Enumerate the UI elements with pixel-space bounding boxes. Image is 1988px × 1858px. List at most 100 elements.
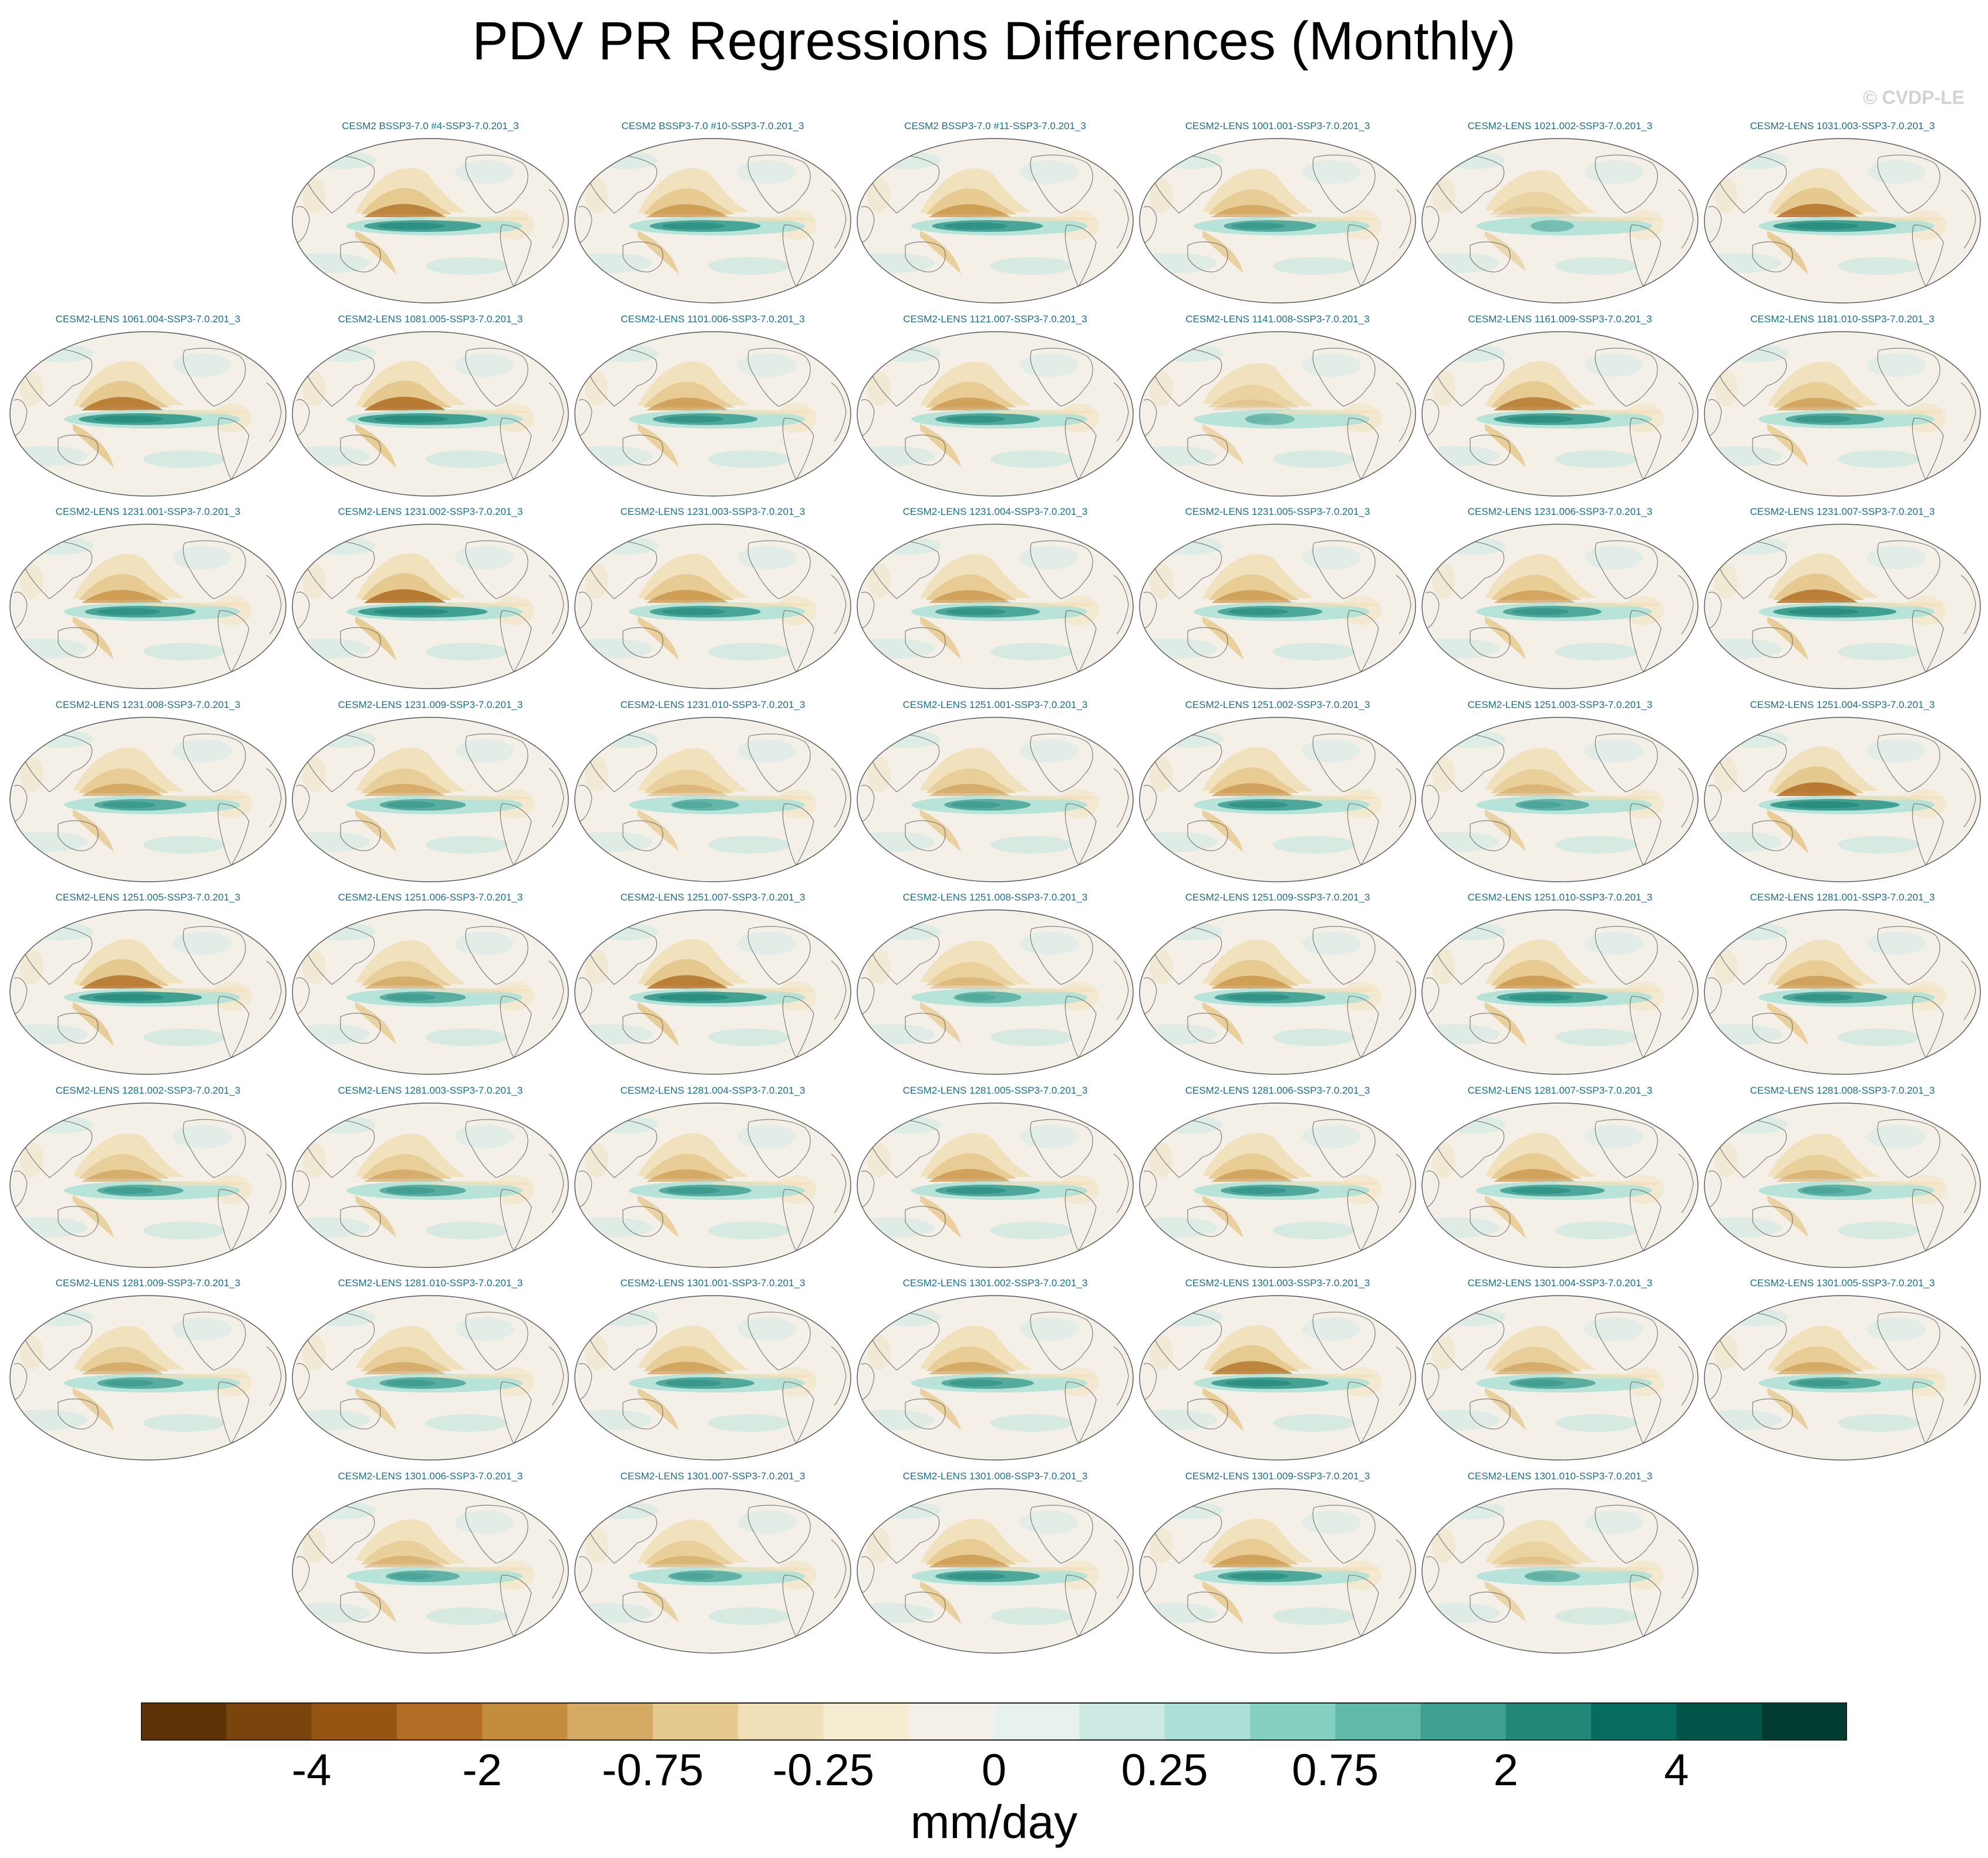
patch-negative — [302, 1527, 326, 1563]
asia-outline — [866, 926, 940, 985]
dry-region-core — [364, 1555, 446, 1567]
africa-outline — [1426, 592, 1440, 629]
australia-outline — [340, 1205, 381, 1237]
map-panel: CESM2-LENS 1281.009-SSP3-7.0.201_3 — [8, 1277, 288, 1462]
dry-region-south — [638, 809, 679, 851]
dry-region-core — [1776, 782, 1858, 796]
patch-negative — [1150, 1142, 1173, 1178]
africa-east-outline — [1678, 382, 1694, 441]
itcz-dry-line — [143, 1181, 249, 1186]
wet-band-core — [944, 798, 1031, 811]
asia-outline — [1148, 1119, 1222, 1178]
patch-negative — [302, 1142, 326, 1178]
patch-positive — [876, 151, 941, 169]
map — [292, 1488, 569, 1654]
australia-outline — [622, 241, 663, 272]
patch-positive — [1273, 1607, 1355, 1625]
colorbar-bin — [738, 1702, 824, 1741]
map-border — [292, 909, 569, 1075]
colorbar-bin — [1761, 1702, 1847, 1741]
patch-positive — [1838, 643, 1920, 660]
dry-region-south — [1202, 616, 1244, 660]
patch-positive — [1020, 1124, 1079, 1148]
map-panel-label: CESM2-LENS 1251.004-SSP3-7.0.201_3 — [1750, 699, 1935, 710]
north-america-outline — [1030, 1311, 1093, 1371]
patch-positive — [1838, 1029, 1920, 1046]
patch-negative — [1714, 756, 1738, 792]
wet-band-max — [97, 608, 160, 615]
dry-region-core — [1211, 1361, 1293, 1374]
africa-east-outline — [1960, 575, 1976, 635]
africa-outline — [1143, 399, 1157, 436]
itcz-dry-line — [426, 1566, 531, 1572]
asia-outline — [1713, 926, 1787, 985]
asia-outline — [301, 348, 375, 407]
africa-east-outline — [266, 1346, 282, 1406]
africa-east-outline — [1960, 768, 1976, 827]
wet-band-max — [390, 1572, 432, 1580]
wet-band-core — [1531, 220, 1574, 232]
patch-positive — [455, 1510, 514, 1534]
dry-region-south — [920, 616, 961, 660]
patch-positive — [737, 353, 796, 377]
dry-region-south — [1767, 1388, 1808, 1431]
dry-region-mid — [643, 1540, 734, 1564]
map-panel-label: CESM2-LENS 1281.003-SSP3-7.0.201_3 — [338, 1084, 523, 1096]
asia-outline — [866, 733, 940, 793]
dry-region-south — [73, 1002, 114, 1046]
asia-outline — [19, 348, 93, 407]
itcz-dry-line — [1273, 795, 1379, 800]
asia-outline — [301, 733, 375, 793]
map-border — [857, 909, 1134, 1075]
dry-region-south — [1202, 231, 1244, 274]
wet-band-max — [386, 994, 436, 1001]
map-panel-label: CESM2-LENS 1301.007-SSP3-7.0.201_3 — [620, 1470, 806, 1482]
patch-negative — [20, 1142, 43, 1178]
dry-region-core — [929, 204, 1011, 217]
precip-field — [1422, 730, 1664, 854]
patch-negative — [302, 564, 326, 599]
map — [574, 138, 851, 304]
patch-positive — [1020, 1317, 1079, 1341]
patch-positive — [1441, 537, 1505, 555]
map-panel: CESM2-LENS 1251.003-SSP3-7.0.201_3 — [1420, 699, 1700, 884]
africa-outline — [1143, 592, 1157, 629]
australia-outline — [905, 1013, 946, 1044]
itcz-dry-line — [426, 217, 531, 221]
map-border — [574, 138, 851, 304]
patch-negative — [1150, 1527, 1173, 1563]
map-panel: CESM2-LENS 1301.005-SSP3-7.0.201_3 — [1703, 1277, 1982, 1462]
map-border — [1704, 1295, 1981, 1461]
africa-east-outline — [831, 1539, 847, 1599]
australia-outline — [58, 434, 99, 466]
wet-band-max — [386, 1380, 436, 1387]
patch-negative — [1432, 1142, 1455, 1178]
asia-outline — [584, 733, 658, 793]
itcz-dry-line — [143, 988, 249, 993]
wet-band-core — [671, 798, 739, 811]
map — [292, 1295, 569, 1461]
patch-positive — [990, 450, 1073, 468]
map-panel: CESM2-LENS 1301.002-SSP3-7.0.201_3 — [855, 1277, 1135, 1462]
africa-east-outline — [1960, 960, 1976, 1020]
dry-region-south — [638, 1580, 679, 1623]
australia-outline — [1187, 434, 1228, 466]
dry-region-core — [929, 590, 1011, 603]
wet-band-max — [956, 994, 995, 1001]
dry-region-core — [929, 397, 1011, 410]
dry-region-south — [355, 616, 396, 661]
australia-outline — [905, 1205, 946, 1237]
asia-outline — [301, 154, 375, 214]
dry-region-mid — [926, 962, 1017, 986]
asia-outline — [1431, 733, 1505, 793]
patch-positive — [1838, 1221, 1920, 1239]
precip-field — [857, 730, 1099, 854]
africa-outline — [1708, 206, 1722, 243]
asia-outline — [866, 1505, 940, 1564]
map — [1421, 909, 1699, 1075]
dry-region-core — [364, 589, 446, 603]
patch-negative — [867, 1142, 891, 1178]
map — [1704, 1102, 1981, 1268]
map-border — [1704, 138, 1981, 304]
africa-outline — [1426, 206, 1440, 243]
